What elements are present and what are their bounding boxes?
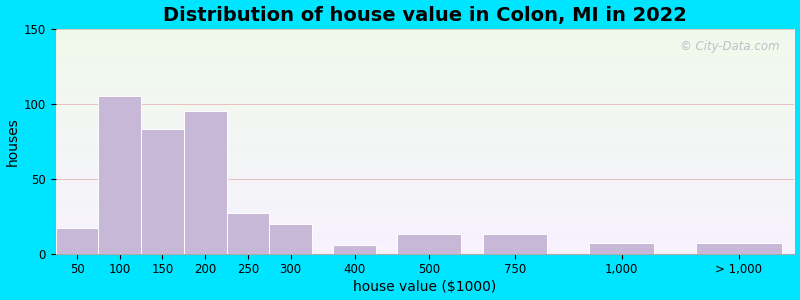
Bar: [482, 234, 546, 254]
Bar: [398, 234, 462, 254]
Bar: [141, 129, 184, 254]
X-axis label: house value ($1000): house value ($1000): [354, 280, 497, 294]
Text: © City-Data.com: © City-Data.com: [680, 40, 780, 53]
Bar: [184, 111, 226, 254]
Bar: [226, 213, 270, 254]
Bar: [98, 96, 141, 254]
Bar: [270, 224, 312, 254]
Y-axis label: houses: houses: [6, 117, 19, 166]
Bar: [56, 228, 98, 254]
Bar: [590, 243, 654, 254]
Bar: [696, 243, 782, 254]
Title: Distribution of house value in Colon, MI in 2022: Distribution of house value in Colon, MI…: [163, 6, 687, 25]
Bar: [334, 244, 376, 253]
